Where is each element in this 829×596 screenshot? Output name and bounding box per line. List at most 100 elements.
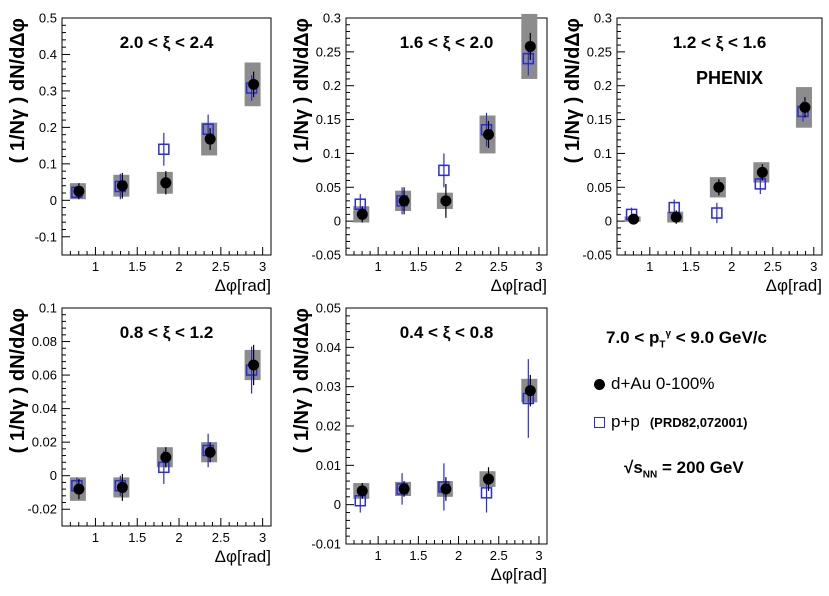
x-tick-label: 3 [535, 259, 542, 274]
legend-panel: 7.0 < pTγ < 9.0 GeV/c d+Au 0-100% p+p (PR… [580, 322, 820, 492]
panel-4: 1 1.5 2 2.5 3 -0.02 0 0.02 0.04 0.06 0.08 0.1 Δφ[rad… [7, 301, 272, 566]
x-axis-label: Δφ[rad] [215, 276, 271, 295]
y-axis-label: ( 1/Nγ ) dN/dΔφ [562, 18, 584, 163]
y-tick-label: 0.3 [323, 11, 341, 26]
y-tick-label: 0 [605, 214, 612, 229]
y-tick-label: 0.15 [587, 112, 612, 127]
dau-point [799, 101, 811, 113]
y-axis-label: ( 1/Nγ ) dN/dΔφ [7, 308, 29, 453]
x-axis-label: Δφ[rad] [491, 276, 547, 295]
x-tick-label: 2.5 [764, 259, 782, 274]
y-tick-label: 0.01 [316, 458, 341, 473]
y-tick-label: 0.2 [39, 120, 57, 135]
y-tick-label: 0.02 [32, 435, 57, 450]
x-tick-label: 3 [810, 259, 817, 274]
dau-point [483, 473, 495, 485]
plot-frame [345, 307, 548, 545]
x-tick-label: 3 [259, 259, 266, 274]
x-tick-label: 1 [92, 259, 99, 274]
dau-point [398, 483, 410, 495]
dau-point [356, 208, 368, 220]
x-tick-label: 2.5 [490, 259, 508, 274]
dau-point [116, 180, 128, 192]
x-axis-label: Δφ[rad] [766, 276, 822, 295]
y-tick-label: 0.2 [323, 78, 341, 93]
panel-title: 2.0 < ξ < 2.4 [120, 33, 214, 52]
panel-title: 1.2 < ξ < 1.6 [673, 33, 767, 52]
panel-5: 1 1.5 2 2.5 3 -0.01 0 0.01 0.02 0.03 0.04 0.05 Δφ[ra… [291, 301, 548, 584]
x-tick-label: 1 [646, 259, 653, 274]
x-tick-label: 2 [175, 530, 182, 545]
y-tick-label: 0.25 [587, 44, 612, 59]
y-axis-label: ( 1/Nγ ) dN/dΔφ [7, 18, 29, 163]
pp-point [480, 487, 493, 499]
legend-item-dau: d+Au 0-100% [594, 374, 715, 394]
dau-point [248, 78, 260, 90]
panel-title: 0.8 < ξ < 1.2 [120, 323, 214, 342]
dau-point [73, 483, 85, 495]
x-tick-label: 2 [175, 259, 182, 274]
dau-point [356, 485, 368, 497]
y-tick-label: -0.1 [35, 229, 57, 244]
y-tick-label: 0.5 [39, 11, 57, 26]
legend-pp-label: p+p [611, 412, 640, 431]
y-tick-label: 0 [50, 193, 57, 208]
y-tick-label: -0.01 [311, 537, 341, 552]
y-tick-label: -0.02 [27, 502, 57, 517]
x-tick-label: 1 [375, 259, 382, 274]
x-tick-label: 3 [535, 548, 542, 563]
x-tick-label: 2 [728, 259, 735, 274]
legend-pt-range: 7.0 < pTγ < 9.0 GeV/c [606, 328, 767, 351]
y-tick-label: 0.05 [316, 301, 341, 316]
y-tick-label: 0.02 [316, 419, 341, 434]
legend-energy: √sNN = 200 GeV [624, 458, 744, 481]
panel-2: 1 1.5 2 2.5 3 -0.05 0 0.05 0.1 0.15 0.2 0.25 0.3 Δφ[r… [291, 11, 548, 295]
x-tick-label: 1 [375, 548, 382, 563]
pp-point [754, 178, 767, 190]
y-tick-label: 0.3 [39, 83, 57, 98]
dau-point [160, 451, 172, 463]
x-tick-label: 1.5 [409, 259, 427, 274]
pp-point [711, 207, 723, 219]
y-tick-label: 0 [334, 214, 341, 229]
dau-point [483, 128, 495, 140]
legend-pp-marker [594, 417, 605, 429]
plot-frame [61, 307, 272, 527]
y-tick-label: 0.1 [594, 146, 612, 161]
panel-3: 1 1.5 2 2.5 3 -0.05 0 0.05 0.1 0.15 0.2 0.25 0.3 Δφ[r… [562, 11, 823, 295]
pp-point [438, 164, 450, 177]
panel-title: 1.6 < ξ < 2.0 [400, 33, 494, 52]
dau-point [713, 181, 725, 193]
dau-point [248, 359, 260, 371]
y-tick-label: -0.05 [582, 248, 612, 263]
dau-point [628, 213, 640, 225]
dau-point [440, 195, 452, 207]
x-tick-label: 1.5 [409, 548, 427, 563]
panel-title: 0.4 < ξ < 0.8 [400, 323, 494, 342]
x-tick-label: 2 [455, 548, 462, 563]
plot-frame [345, 17, 548, 256]
plot-frame [616, 17, 823, 256]
y-tick-label: 0.15 [316, 112, 341, 127]
dau-point [524, 40, 536, 52]
pp-point [354, 198, 367, 210]
x-tick-label: 2.5 [490, 548, 508, 563]
legend-pp-reference: (PRD82,072001) [649, 415, 748, 430]
dau-point [756, 166, 768, 178]
panel-annotation: PHENIX [696, 68, 763, 88]
x-tick-label: 1.5 [682, 259, 700, 274]
dau-point [73, 185, 85, 197]
y-tick-label: 0.05 [316, 180, 341, 195]
dau-point [116, 481, 128, 493]
dau-point [440, 483, 452, 495]
y-tick-label: 0.1 [323, 146, 341, 161]
dau-point [670, 211, 682, 223]
x-tick-label: 2.5 [212, 259, 230, 274]
plot-frame [61, 17, 272, 256]
dau-point [204, 446, 216, 458]
y-tick-label: 0.08 [32, 334, 57, 349]
legend-dau-label: d+Au 0-100% [611, 374, 715, 393]
y-tick-label: 0.25 [316, 44, 341, 59]
legend-dau-marker [594, 379, 605, 391]
